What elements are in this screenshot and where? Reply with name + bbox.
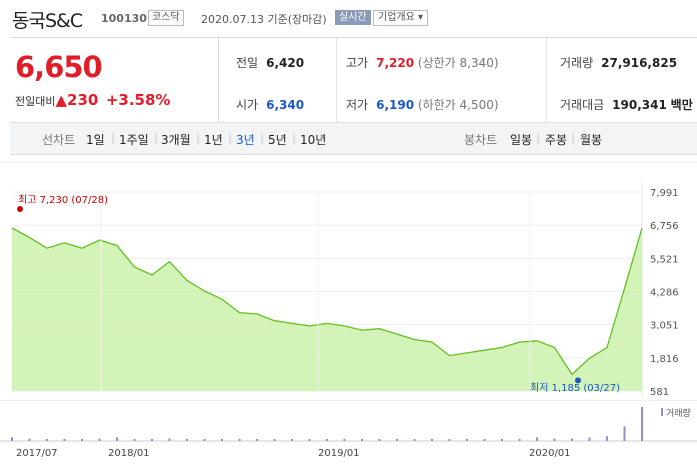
y-tick-label: 6,756 bbox=[650, 221, 679, 232]
high-annotation: 최고 7,230 (07/28) bbox=[18, 194, 108, 206]
volume-bar bbox=[431, 439, 433, 441]
volume-bar bbox=[641, 407, 643, 441]
low-annotation: 최저 1,185 (03/27) bbox=[530, 382, 620, 394]
open-price: 시가 6,340 bbox=[236, 98, 305, 112]
company-overview-dropdown[interactable]: 기업개요 ▾ bbox=[373, 10, 429, 26]
tab-3y[interactable]: 3년 bbox=[236, 133, 255, 147]
tab-1y[interactable]: 1년 bbox=[204, 133, 223, 147]
chart-tabs: 선차트 1일 | 1주일 | 3개월 | 1년 | 3년 | 5년 | 10년 … bbox=[10, 123, 697, 155]
tab-3m[interactable]: 3개월 bbox=[161, 133, 191, 147]
volume-bar bbox=[98, 438, 101, 441]
volume-legend-label: 거래량 bbox=[666, 407, 691, 419]
prev-close: 전일 6,420 bbox=[236, 56, 305, 70]
tab-10y[interactable]: 10년 bbox=[300, 133, 327, 147]
price-chart: 7,991 6,756 5,521 4,286 3,051 1,816 581 최고 7,23… bbox=[0, 162, 697, 398]
current-price-box: 6,650 전일대비▲230 +3.58% bbox=[10, 38, 219, 122]
x-tick-label: 2017/07 bbox=[16, 448, 58, 459]
quote-date: 2020.07.13 기준(장마감) bbox=[201, 13, 327, 26]
volume-bar bbox=[343, 439, 346, 441]
tab-1w[interactable]: 1주일 bbox=[119, 133, 149, 147]
tab-weekly[interactable]: 주봉 bbox=[545, 133, 568, 147]
high-marker bbox=[17, 206, 23, 212]
quote-panel: 6,650 전일대비▲230 +3.58% 전일 6,420 고가 7,220 (상… bbox=[10, 37, 697, 123]
up-arrow-icon: ▲ bbox=[55, 91, 68, 109]
volume-bar bbox=[186, 439, 188, 441]
volume-bar bbox=[11, 437, 13, 441]
y-tick-label: 3,051 bbox=[650, 321, 679, 332]
volume-bar bbox=[378, 439, 381, 441]
x-tick-label: 2020/01 bbox=[529, 448, 571, 459]
volume-bar bbox=[116, 437, 118, 441]
volume-bar bbox=[256, 439, 258, 441]
tab-1d[interactable]: 1일 bbox=[86, 133, 105, 147]
volume-bar bbox=[326, 439, 328, 441]
stock-header: 동국S&C 100130 코스닥 2020.07.13 기준(장마감) 실시간 … bbox=[0, 0, 697, 36]
stock-name: 동국S&C bbox=[12, 10, 83, 32]
volume-bar bbox=[361, 439, 363, 441]
y-tick-label: 581 bbox=[650, 387, 669, 398]
x-tick-label: 2019/01 bbox=[318, 448, 360, 459]
volume-legend-swatch bbox=[661, 408, 663, 416]
volume-bar bbox=[133, 439, 136, 441]
volume-chart: 거래량 bbox=[0, 400, 697, 442]
price-area bbox=[12, 228, 642, 391]
current-price: 6,650 bbox=[15, 50, 103, 84]
realtime-button[interactable]: 실시간 bbox=[335, 10, 371, 25]
volume-bar bbox=[413, 439, 416, 441]
volume-bar bbox=[238, 439, 241, 441]
volume-bar bbox=[291, 439, 293, 441]
volume-bar bbox=[536, 437, 538, 441]
volume-bar bbox=[308, 439, 311, 441]
volume-bar bbox=[606, 436, 608, 441]
volume-bar bbox=[168, 438, 171, 441]
low-marker bbox=[575, 377, 581, 384]
volume-bar bbox=[63, 439, 66, 441]
stock-code: 100130 bbox=[101, 12, 147, 25]
x-tick-label: 2018/01 bbox=[108, 448, 150, 459]
volume-bar bbox=[571, 438, 573, 441]
change-percent: +3.58% bbox=[105, 91, 171, 109]
volume-bar bbox=[28, 438, 31, 441]
y-tick-label: 4,286 bbox=[650, 288, 679, 299]
candle-chart-label: 봉차트 bbox=[464, 133, 498, 147]
tab-5y[interactable]: 5년 bbox=[268, 133, 287, 147]
price-change: 전일대비▲230 +3.58% bbox=[15, 91, 171, 109]
price-line bbox=[11, 227, 643, 376]
volume-bar bbox=[518, 439, 521, 441]
line-chart-label: 선차트 bbox=[42, 133, 76, 147]
chevron-down-icon: ▾ bbox=[418, 12, 424, 23]
y-tick-label: 5,521 bbox=[650, 254, 679, 265]
volume-bar bbox=[203, 439, 206, 441]
volume-bar bbox=[221, 439, 223, 441]
trade-amount: 거래대금 190,341 백만 bbox=[560, 98, 693, 112]
volume-bar bbox=[501, 439, 503, 441]
volume: 거래량 27,916,825 bbox=[560, 56, 678, 70]
volume-bar bbox=[81, 439, 83, 441]
volume-bar bbox=[483, 439, 486, 441]
tab-daily[interactable]: 일봉 bbox=[510, 133, 533, 147]
volume-bar bbox=[448, 439, 451, 441]
volume-bar bbox=[151, 439, 153, 441]
volume-bar bbox=[588, 437, 591, 441]
volume-bar bbox=[553, 438, 556, 441]
y-tick-label: 7,991 bbox=[650, 188, 679, 199]
market-badge: 코스닥 bbox=[148, 10, 184, 26]
volume-bar bbox=[396, 439, 398, 441]
high-price: 고가 7,220 (상한가 8,340) bbox=[346, 56, 499, 70]
low-price: 저가 6,190 (하한가 4,500) bbox=[346, 98, 499, 112]
volume-bar bbox=[466, 439, 468, 441]
tab-monthly[interactable]: 월봉 bbox=[580, 133, 603, 147]
volume-bar bbox=[623, 426, 626, 441]
volume-bar bbox=[273, 439, 276, 441]
volume-bar bbox=[46, 439, 48, 441]
y-tick-label: 1,816 bbox=[650, 354, 679, 365]
